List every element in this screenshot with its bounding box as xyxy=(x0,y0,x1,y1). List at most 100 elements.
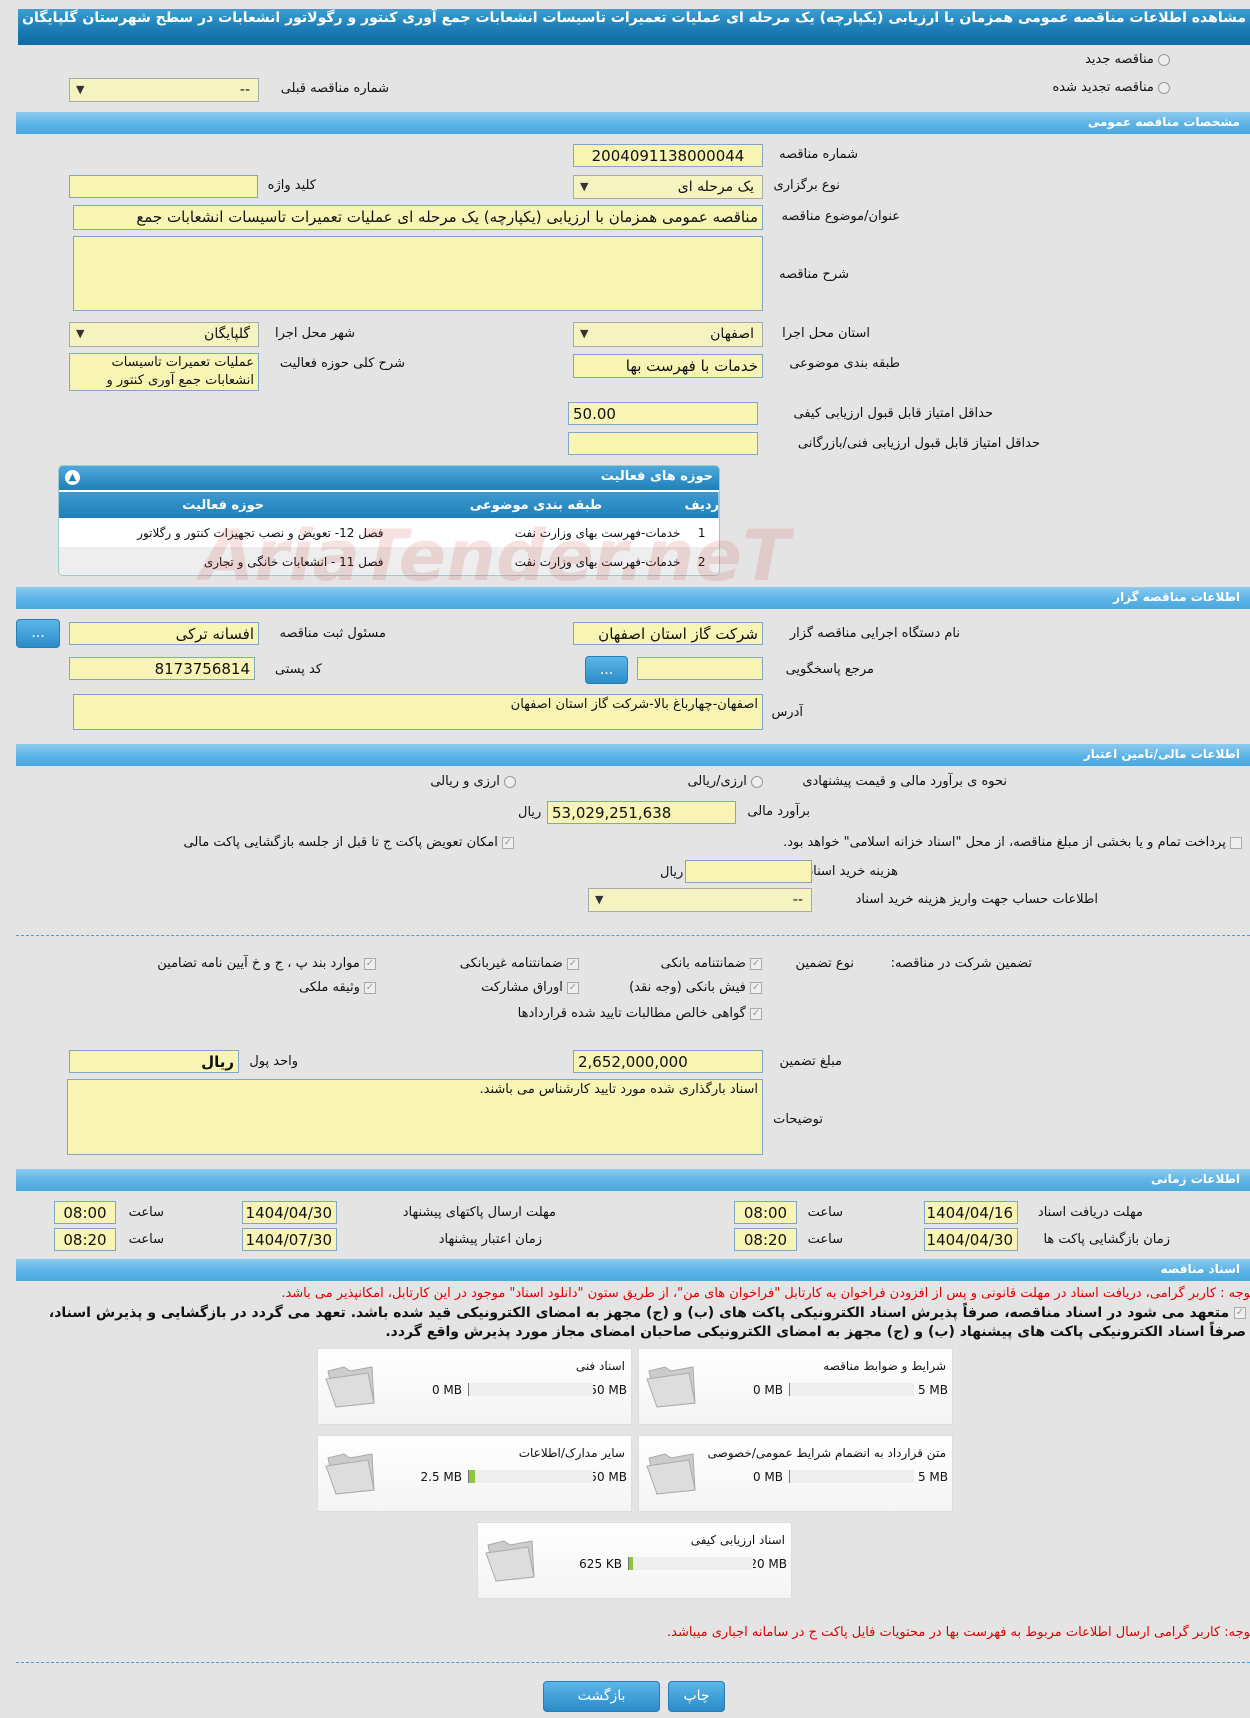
reference-more-button[interactable]: ... xyxy=(585,656,628,684)
method-option-2[interactable]: ارزی و ریالی xyxy=(430,774,516,789)
guarantee-amount-label: مبلغ تضمین xyxy=(779,1054,842,1069)
file-used-size: 625 KB xyxy=(579,1557,622,1571)
chevron-down-icon: ▼ xyxy=(76,83,85,96)
file-title: متن قرارداد به انضمام شرایط عمومی/خصوصی xyxy=(707,1446,946,1460)
type-value: یک مرحله ای xyxy=(677,179,754,195)
postal-field[interactable]: 8173756814 xyxy=(69,657,255,680)
commitment-checkbox[interactable]: ✓ xyxy=(1234,1307,1246,1319)
cell: 2 xyxy=(697,554,706,569)
city-label: شهر محل اجرا xyxy=(275,326,355,341)
receive-time-field[interactable]: 08:00 xyxy=(734,1201,797,1224)
divider xyxy=(16,1662,1250,1663)
classification-label: طبقه بندی موضوعی xyxy=(789,356,900,371)
open-time-field[interactable]: 08:20 xyxy=(734,1228,797,1251)
guarantee-label: تضمین شرکت در مناقصه: xyxy=(890,956,1032,971)
commitment-line-2: صرفاً اسناد الکترونیکی پاکت های پیشنهاد … xyxy=(385,1324,1246,1340)
file-box[interactable]: شرایط و ضوابط مناقصه 5 MB 0 MB xyxy=(638,1348,953,1425)
address-field[interactable]: اصفهان-چهارباغ بالا-شرکت گاز استان اصفها… xyxy=(73,694,763,730)
province-select[interactable]: اصفهان ▼ xyxy=(573,322,763,347)
reference-field[interactable] xyxy=(637,657,763,680)
prev-number-value: -- xyxy=(239,82,250,98)
file-progress-bar xyxy=(468,1470,593,1483)
guarantee-item: ✓ ضمانتنامه بانکی xyxy=(660,956,762,971)
signature-commitment: ✓ متعهد می شود در اسناد مناقصه، صرفاً پذ… xyxy=(0,1304,1246,1342)
watermark-logo: AriaTender.neT xyxy=(200,515,790,597)
open-date-field[interactable]: 1404/04/30 xyxy=(924,1228,1018,1251)
classification-field[interactable]: خدمات با فهرست بها xyxy=(573,354,763,378)
file-used-size: 0 MB xyxy=(431,1383,462,1397)
estimate-field[interactable]: 53,029,251,638 xyxy=(547,801,736,824)
new-tender-radio[interactable]: مناقصه جدید xyxy=(1085,52,1170,67)
activity-desc-field[interactable]: عملیات تعمیرات تاسیسات انشعابات جمع آوری… xyxy=(69,353,259,391)
renewed-tender-radio[interactable]: مناقصه تجدید شده xyxy=(1052,80,1170,95)
swap-checkbox[interactable]: ✓ امکان تعویض پاکت ج تا قبل از جلسه بازگ… xyxy=(183,835,514,850)
responsible-more-button[interactable]: ... xyxy=(16,619,60,648)
doc-fee-unit: ریال xyxy=(660,865,684,880)
islamic-treasury-checkbox[interactable]: پرداخت تمام و یا بخشی از مبلغ مناقصه، از… xyxy=(783,835,1242,850)
responsible-field[interactable]: افسانه ترکی xyxy=(69,622,259,645)
open-label: زمان بازگشایی پاکت ها xyxy=(1043,1232,1170,1247)
city-select[interactable]: گلپایگان ▼ xyxy=(69,322,259,347)
file-progress-bar xyxy=(468,1383,593,1396)
file-used-size: 0 MB xyxy=(752,1470,783,1484)
folder-icon xyxy=(646,1366,696,1408)
file-box[interactable]: اسناد ارزیابی کیفی 20 MB 625 KB xyxy=(477,1522,792,1599)
city-value: گلپایگان xyxy=(204,326,250,342)
time-label: ساعت xyxy=(128,1232,164,1247)
keyword-field[interactable] xyxy=(69,175,258,198)
org-field[interactable]: شرکت گاز استان اصفهان xyxy=(573,622,763,645)
file-box[interactable]: اسناد فنی 50 MB 0 MB xyxy=(317,1348,632,1425)
folder-icon xyxy=(485,1540,535,1582)
back-button[interactable]: بازگشت xyxy=(543,1681,660,1712)
account-value: -- xyxy=(792,892,803,908)
file-used-size: 0 MB xyxy=(752,1383,783,1397)
file-title: اسناد ارزیابی کیفی xyxy=(690,1533,785,1547)
file-max-size: 5 MB xyxy=(917,1470,948,1484)
type-select[interactable]: یک مرحله ای ▼ xyxy=(573,175,763,199)
folder-icon xyxy=(325,1366,375,1408)
notes-label: توضیحات xyxy=(773,1112,823,1127)
islamic-treasury-label: پرداخت تمام و یا بخشی از مبلغ مناقصه، از… xyxy=(783,835,1226,850)
file-box[interactable]: متن قرارداد به انضمام شرایط عمومی/خصوصی … xyxy=(638,1435,953,1512)
subject-field[interactable]: مناقصه عمومی همزمان با ارزیابی (یکپارچه)… xyxy=(73,205,763,230)
file-max-size: 50 MB xyxy=(589,1470,627,1484)
description-field[interactable] xyxy=(73,236,763,311)
cell: خدمات-فهرست بهای وزارت نفت xyxy=(514,554,681,569)
valid-time-field[interactable]: 08:20 xyxy=(54,1228,116,1251)
doc-fee-field[interactable] xyxy=(685,860,812,883)
collapse-icon[interactable]: ▲ xyxy=(65,470,80,485)
method-option-1[interactable]: ارزی/ریالی xyxy=(687,774,763,789)
cell: خدمات-فهرست بهای وزارت نفت xyxy=(514,525,681,540)
account-select[interactable]: -- ▼ xyxy=(588,888,812,912)
address-label: آدرس xyxy=(771,705,803,720)
valid-date-field[interactable]: 1404/07/30 xyxy=(242,1228,337,1251)
notes-field[interactable]: اسناد بارگذاری شده مورد تایید کارشناس می… xyxy=(67,1079,763,1155)
min-tech-field[interactable] xyxy=(568,432,758,455)
currency-unit-field[interactable]: ریال xyxy=(69,1050,239,1073)
file-progress-bar xyxy=(789,1470,914,1483)
option-2-label: ارزی و ریالی xyxy=(430,774,500,789)
guarantee-item-label: وثیقه ملکی xyxy=(299,980,360,995)
guarantee-item: ✓ اوراق مشارکت xyxy=(481,980,579,995)
file-box[interactable]: سایر مدارک/اطلاعات 50 MB 2.5 MB xyxy=(317,1435,632,1512)
tender-number-label: شماره مناقصه xyxy=(779,147,858,162)
table-row: 1 خدمات-فهرست بهای وزارت نفت فصل 12- تعو… xyxy=(59,518,719,547)
file-progress-fill xyxy=(629,1557,633,1570)
province-value: اصفهان xyxy=(710,326,754,342)
guarantee-item-label: فیش بانکی (وجه نقد) xyxy=(629,980,746,995)
send-time-field[interactable]: 08:00 xyxy=(54,1201,116,1224)
page-header: مشاهده اطلاعات مناقصه عمومی همزمان با ار… xyxy=(18,9,1250,45)
tender-number-field[interactable]: 2004091138000044 xyxy=(573,144,763,167)
min-quality-field[interactable]: 50.00 xyxy=(568,402,758,425)
table-row: 2 خدمات-فهرست بهای وزارت نفت فصل 11 - ان… xyxy=(59,547,719,575)
guarantee-item-label: ضمانتنامه غیربانکی xyxy=(459,956,563,971)
receive-date-field[interactable]: 1404/04/16 xyxy=(924,1201,1018,1224)
receive-label: مهلت دریافت اسناد xyxy=(1037,1205,1143,1220)
reference-label: مرجع پاسخگویی xyxy=(785,662,874,677)
folder-icon xyxy=(325,1453,375,1495)
send-date-field[interactable]: 1404/04/30 xyxy=(242,1201,337,1224)
activities-panel: حوزه های فعالیت ▲ ردیف طبقه بندی موضوعی … xyxy=(58,465,720,576)
prev-number-select[interactable]: -- ▼ xyxy=(69,78,259,102)
guarantee-amount-field[interactable]: 2,652,000,000 xyxy=(573,1050,763,1073)
print-button[interactable]: چاپ xyxy=(668,1681,725,1712)
